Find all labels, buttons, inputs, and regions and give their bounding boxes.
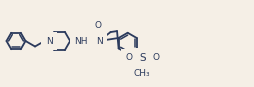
Text: CH₃: CH₃ bbox=[134, 69, 151, 78]
Text: O: O bbox=[125, 53, 132, 62]
Text: S: S bbox=[139, 53, 146, 63]
Text: N: N bbox=[46, 37, 53, 46]
Text: NH: NH bbox=[74, 37, 88, 46]
Text: O: O bbox=[94, 21, 102, 30]
Text: N: N bbox=[96, 37, 102, 46]
Text: O: O bbox=[152, 53, 159, 62]
